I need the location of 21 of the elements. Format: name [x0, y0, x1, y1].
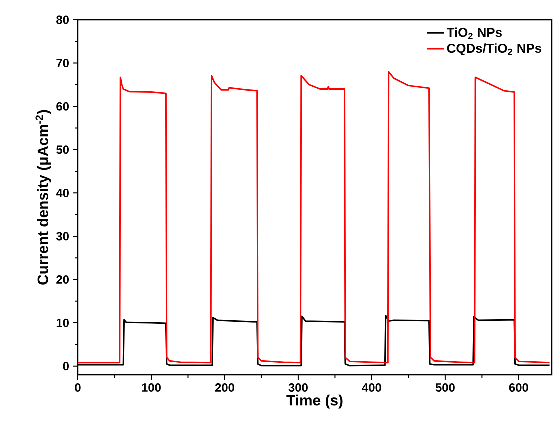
x-tick-label: 500: [436, 384, 455, 392]
y-tick-label: 10: [56, 318, 69, 328]
y-tick-label: 60: [56, 102, 69, 111]
y-tick-label: 80: [56, 16, 69, 24]
x-axis-title: Time (s): [286, 394, 343, 409]
y-tick-label: 0: [63, 362, 69, 371]
line-series: [78, 71, 551, 364]
x-tick-label: 200: [215, 384, 234, 392]
legend-label: CQDs/TiO$_{2}$ NPs: [447, 44, 542, 56]
x-tick-label: 400: [362, 384, 382, 392]
x-tick-label: 600: [509, 384, 528, 392]
legend-label: TiO$_{2}$ NPs: [446, 28, 502, 40]
y-tick-label: 50: [56, 146, 69, 154]
x-tick-label: 100: [142, 384, 161, 392]
y-tick-label: 40: [56, 188, 69, 198]
x-tick-label: 0: [75, 384, 81, 392]
y-tick-label: 70: [56, 59, 69, 68]
y-tick-label: 30: [56, 232, 69, 241]
x-tick-label: 300: [288, 384, 308, 392]
y-tick-label: 20: [56, 276, 69, 284]
y-axis-title: Current density (μAcm$^{-2}$): [36, 110, 52, 285]
